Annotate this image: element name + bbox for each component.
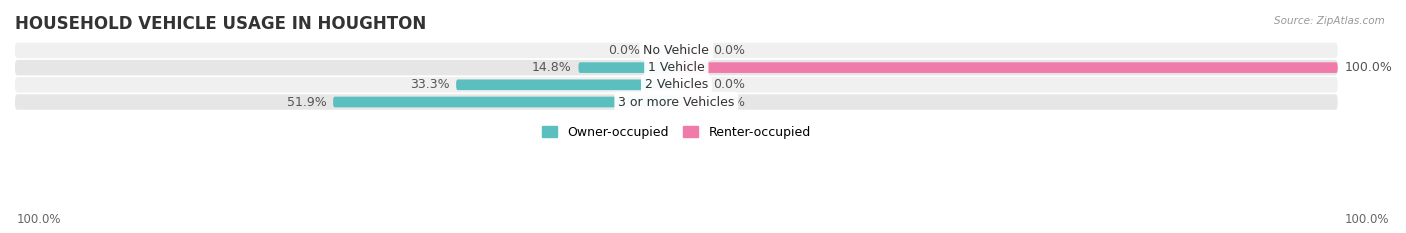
Text: 14.8%: 14.8%	[531, 61, 572, 74]
FancyBboxPatch shape	[676, 97, 703, 107]
Text: No Vehicle: No Vehicle	[644, 44, 709, 57]
FancyBboxPatch shape	[456, 79, 676, 90]
FancyBboxPatch shape	[650, 45, 676, 56]
Text: 0.0%: 0.0%	[713, 96, 745, 109]
FancyBboxPatch shape	[676, 45, 703, 56]
Text: 33.3%: 33.3%	[411, 78, 450, 91]
Text: 0.0%: 0.0%	[607, 44, 640, 57]
FancyBboxPatch shape	[15, 77, 1337, 93]
FancyBboxPatch shape	[333, 97, 676, 107]
Text: 100.0%: 100.0%	[17, 213, 62, 226]
FancyBboxPatch shape	[676, 62, 1337, 73]
FancyBboxPatch shape	[15, 60, 1337, 75]
Text: 0.0%: 0.0%	[713, 78, 745, 91]
Text: 3 or more Vehicles: 3 or more Vehicles	[619, 96, 734, 109]
Text: 2 Vehicles: 2 Vehicles	[645, 78, 709, 91]
Text: 100.0%: 100.0%	[1344, 61, 1392, 74]
FancyBboxPatch shape	[15, 43, 1337, 58]
Text: 51.9%: 51.9%	[287, 96, 326, 109]
Text: 1 Vehicle: 1 Vehicle	[648, 61, 704, 74]
Text: 100.0%: 100.0%	[1344, 213, 1389, 226]
FancyBboxPatch shape	[15, 94, 1337, 110]
Legend: Owner-occupied, Renter-occupied: Owner-occupied, Renter-occupied	[537, 121, 815, 144]
FancyBboxPatch shape	[578, 62, 676, 73]
Text: HOUSEHOLD VEHICLE USAGE IN HOUGHTON: HOUSEHOLD VEHICLE USAGE IN HOUGHTON	[15, 15, 426, 33]
FancyBboxPatch shape	[676, 79, 703, 90]
Text: 0.0%: 0.0%	[713, 44, 745, 57]
Text: Source: ZipAtlas.com: Source: ZipAtlas.com	[1274, 16, 1385, 26]
